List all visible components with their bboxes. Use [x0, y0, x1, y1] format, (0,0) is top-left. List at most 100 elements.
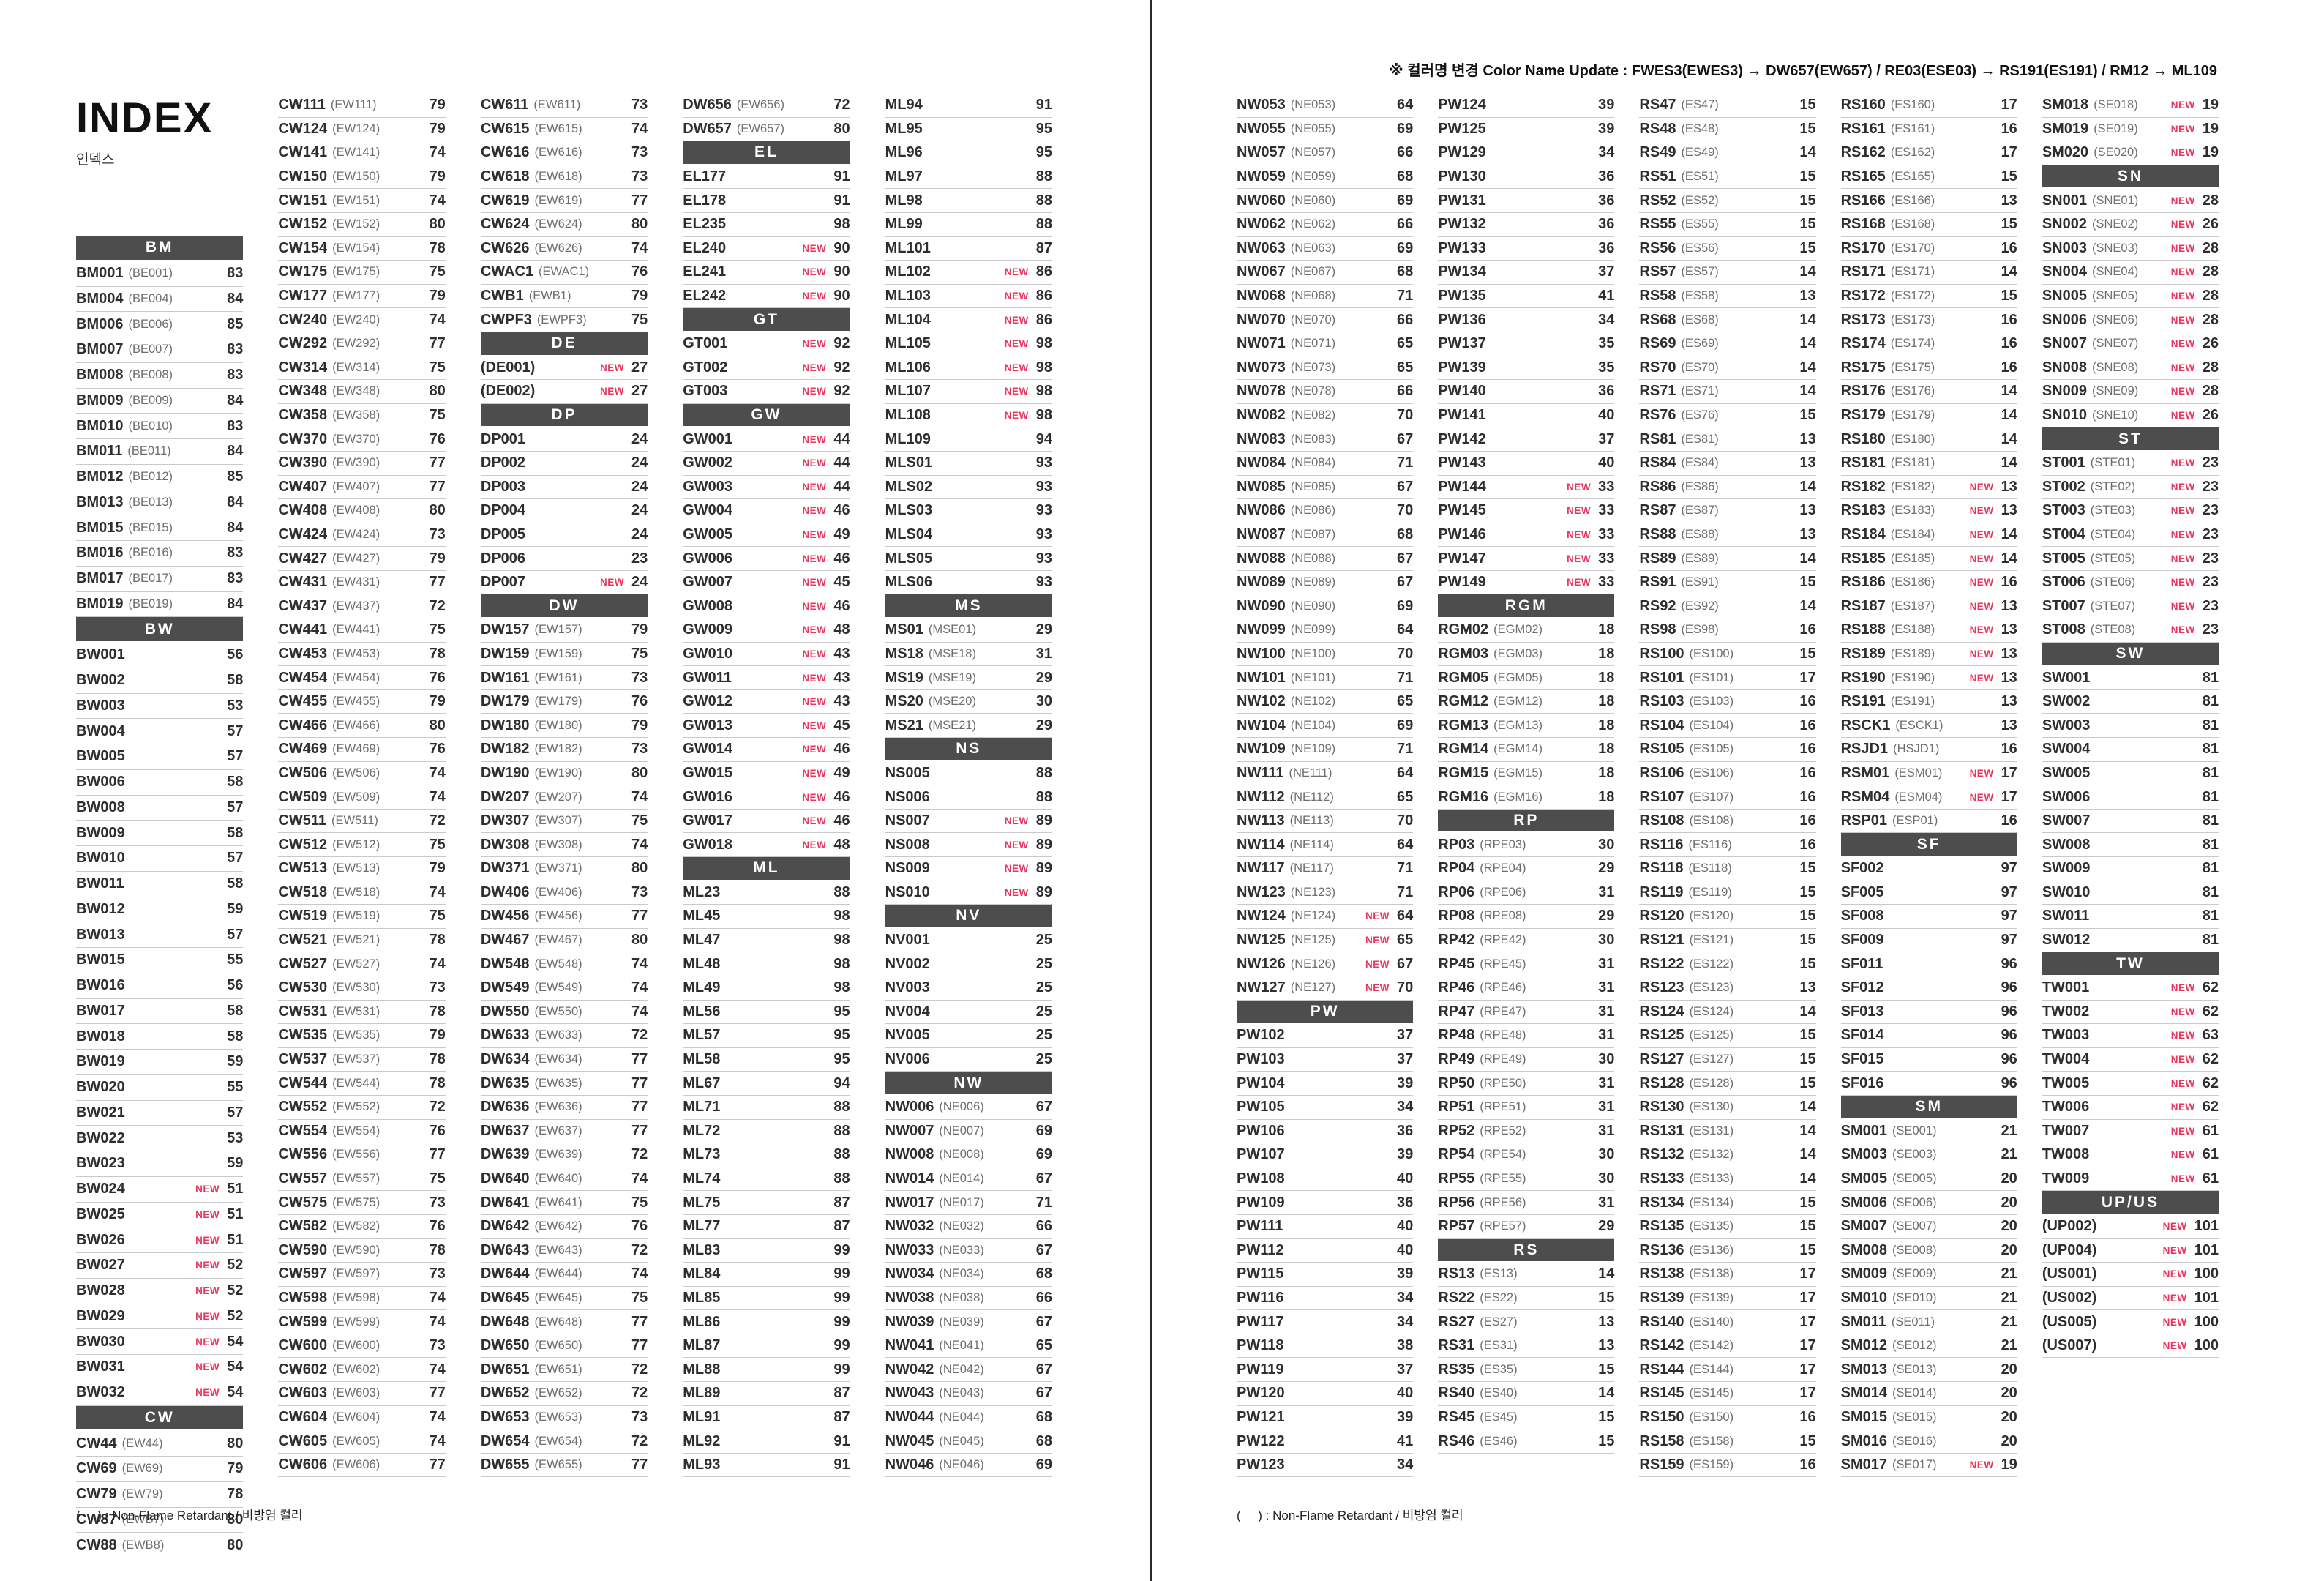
new-badge: NEW	[1567, 528, 1592, 540]
entry-code: SM006	[1840, 1194, 1887, 1211]
entry-code: CW437	[278, 597, 328, 614]
entry-page-number: 81	[2202, 741, 2219, 758]
new-badge: NEW	[195, 1285, 220, 1297]
entry-code: GW002	[683, 455, 733, 471]
entry-code: RS161	[1840, 120, 1886, 137]
entry-code: SM017	[1840, 1457, 1887, 1473]
index-entry: DW467 (EW467) 80	[480, 929, 648, 953]
entry-alt-code: (ES120)	[1689, 909, 1734, 923]
entry-page-number: 69	[1396, 192, 1414, 209]
entry-code: CW582	[278, 1218, 328, 1235]
entry-alt-code: (ES86)	[1681, 479, 1719, 493]
index-column-2: CW111 (EW111) 79 CW124 (EW124) 79 CW141 (EW141)…	[278, 94, 446, 1558]
index-entry: CW506 (EW506) 74	[278, 762, 446, 786]
entry-page-number: 80	[429, 383, 446, 400]
entry-page-number: 79	[227, 1460, 244, 1477]
new-badge: NEW	[195, 1208, 220, 1220]
index-entry: GW016 NEW 46	[683, 785, 850, 810]
entry-code: RS55	[1639, 216, 1676, 233]
entry-code: NW099	[1237, 621, 1286, 638]
entry-alt-code: (EW640)	[534, 1172, 582, 1186]
entry-code: DW190	[480, 764, 530, 781]
entry-code: CW69	[76, 1460, 117, 1477]
index-entry: SN001 (SNE01) NEW 28	[2042, 189, 2219, 213]
index-entry: CW427 (EW427) 79	[278, 547, 446, 571]
entry-page-number: 39	[1598, 120, 1615, 137]
index-entry: ST003 (STE03) NEW 23	[2042, 499, 2219, 523]
new-badge: NEW	[195, 1234, 220, 1246]
entry-code: ML84	[683, 1266, 721, 1282]
index-entry: ML57 95	[683, 1024, 850, 1048]
entry-code: CW512	[278, 836, 328, 853]
index-entry: BW003 53	[76, 694, 244, 720]
entry-code: ML99	[885, 216, 923, 233]
entry-page-number: 15	[2001, 216, 2017, 233]
index-entry: SW004 81	[2042, 738, 2219, 762]
entry-page-number: 64	[1396, 97, 1414, 113]
new-badge: NEW	[2170, 1077, 2195, 1089]
entry-page-number: 66	[1396, 311, 1414, 328]
new-badge: NEW	[2170, 553, 2195, 564]
entry-page-number: 97	[2001, 883, 2017, 900]
entry-code: BW012	[76, 900, 125, 917]
entry-page-number: 44	[833, 478, 850, 495]
entry-alt-code: (ES162)	[1890, 146, 1935, 160]
entry-code: DW642	[480, 1218, 530, 1235]
entry-alt-code: (EW636)	[534, 1100, 582, 1114]
entry-alt-code: (RPE54)	[1480, 1148, 1526, 1162]
entry-code: RS190	[1840, 669, 1886, 686]
entry-alt-code: (EW604)	[332, 1410, 381, 1424]
entry-page-number: 15	[1799, 1194, 1816, 1211]
index-entry: SN010 (SNE10) NEW 26	[2042, 404, 2219, 428]
entry-code: DP003	[480, 478, 525, 495]
entry-page-number: 99	[833, 1337, 850, 1354]
entry-alt-code: (NE112)	[1289, 790, 1334, 804]
index-entry: RP46 (RPE46) 31	[1438, 976, 1615, 1001]
entry-page-number: 71	[1396, 455, 1414, 471]
entry-code: ML47	[683, 932, 721, 949]
entry-code: BW008	[76, 799, 125, 815]
entry-page-number: 93	[1035, 455, 1053, 471]
entry-alt-code: (NE042)	[939, 1362, 984, 1376]
entry-page-number: 15	[1799, 908, 1816, 924]
entry-code: CW552	[278, 1099, 328, 1115]
entry-page-number: 79	[429, 120, 446, 137]
entry-code: EL178	[683, 192, 727, 209]
entry-alt-code: (ES185)	[1890, 551, 1935, 565]
entry-code: DP005	[480, 526, 525, 542]
footer-note-left: ( ) : Non-Flame Retardant / 비방염 컬러	[76, 1509, 303, 1522]
entry-code: CW151	[278, 192, 328, 209]
entry-page-number: 72	[631, 1241, 648, 1258]
entry-alt-code: (RPE55)	[1480, 1172, 1526, 1186]
entry-code: TW001	[2042, 979, 2090, 996]
index-entry: PW103 37	[1237, 1048, 1414, 1072]
entry-page-number: 72	[631, 1146, 648, 1163]
entry-code: SM015	[1840, 1408, 1887, 1425]
index-entry: RS13 (ES13) 14	[1438, 1263, 1615, 1287]
entry-code: BM019	[76, 595, 124, 612]
entry-code: PW112	[1237, 1241, 1284, 1258]
entry-page-number: 74	[631, 955, 648, 972]
index-entry: DP004 24	[480, 499, 648, 523]
entry-alt-code: (NE078)	[1290, 384, 1336, 398]
entry-page-number: 15	[1799, 645, 1816, 662]
entry-page-number: 49	[833, 764, 850, 781]
index-entry: RS98 (ES98) 16	[1639, 618, 1816, 643]
entry-page-number: 34	[1598, 144, 1615, 161]
entry-code: ML102	[885, 264, 931, 280]
entry-page-number: 68	[1396, 526, 1414, 542]
entry-alt-code: (EW518)	[332, 885, 381, 899]
index-entry: BM015 (BE015) 84	[76, 515, 244, 541]
index-entry: SW002 81	[2042, 690, 2219, 714]
new-badge: NEW	[2170, 219, 2195, 231]
index-entry: CW69 (EW69) 79	[76, 1457, 244, 1482]
index-entry: RS88 (ES88) 13	[1639, 523, 1816, 547]
entry-alt-code: (EWB1)	[528, 289, 571, 303]
entry-code: GW003	[683, 478, 733, 495]
entry-alt-code: (EW616)	[534, 146, 582, 160]
entry-page-number: 74	[631, 239, 648, 256]
entry-code: CWAC1	[480, 264, 534, 280]
entry-page-number: 40	[1396, 1385, 1414, 1402]
entry-code: CW509	[278, 788, 328, 805]
entry-page-number: 87	[833, 1385, 850, 1402]
